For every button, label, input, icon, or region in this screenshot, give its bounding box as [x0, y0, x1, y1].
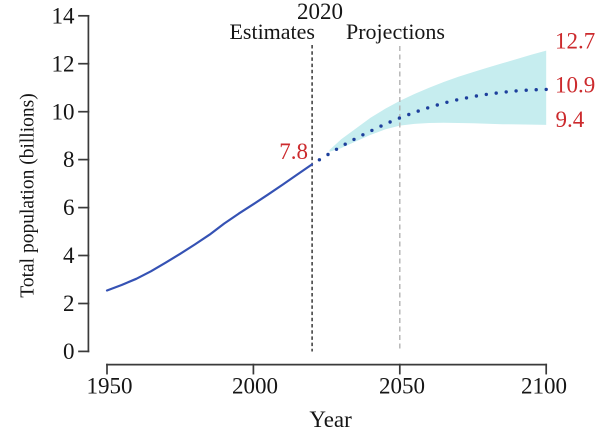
svg-text:2100: 2100 — [521, 374, 567, 399]
svg-text:12: 12 — [52, 51, 75, 76]
svg-text:6: 6 — [63, 195, 75, 220]
svg-text:0: 0 — [63, 339, 75, 364]
svg-text:1950: 1950 — [87, 374, 133, 399]
svg-text:Total population (billions): Total population (billions) — [18, 93, 39, 297]
svg-text:10.9: 10.9 — [555, 73, 595, 98]
svg-text:Year: Year — [309, 407, 352, 432]
svg-text:2050: 2050 — [379, 374, 425, 399]
svg-text:8: 8 — [63, 147, 75, 172]
svg-text:7.8: 7.8 — [279, 139, 308, 164]
svg-text:2000: 2000 — [232, 374, 278, 399]
svg-text:4: 4 — [63, 243, 75, 268]
svg-text:12.7: 12.7 — [555, 29, 595, 54]
svg-text:10: 10 — [52, 99, 75, 124]
svg-text:14: 14 — [52, 3, 76, 28]
svg-text:2: 2 — [63, 291, 75, 316]
svg-text:9.4: 9.4 — [556, 107, 585, 132]
svg-text:Projections: Projections — [346, 19, 445, 44]
svg-text:Estimates: Estimates — [229, 19, 315, 44]
svg-text:2020: 2020 — [297, 0, 343, 24]
